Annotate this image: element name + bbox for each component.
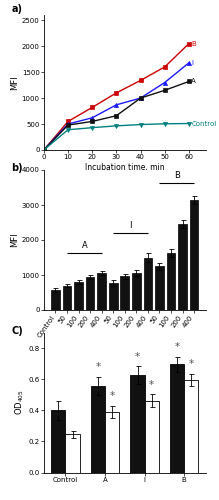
Bar	[170, 364, 184, 472]
Bar	[74, 282, 83, 310]
Y-axis label: MFI: MFI	[10, 232, 19, 248]
Y-axis label: MFI: MFI	[10, 75, 19, 90]
Bar	[105, 412, 119, 472]
Bar	[144, 258, 152, 310]
Text: B: B	[191, 40, 196, 46]
Bar	[86, 277, 94, 310]
Text: I: I	[129, 221, 132, 230]
Bar	[109, 282, 118, 310]
Text: *: *	[175, 342, 180, 352]
Bar	[155, 266, 164, 310]
Text: I: I	[191, 60, 193, 66]
Bar	[190, 200, 198, 310]
Bar	[130, 376, 145, 472]
Bar	[97, 273, 106, 310]
Bar	[167, 254, 175, 310]
Text: A: A	[81, 241, 87, 250]
Text: A: A	[191, 78, 196, 84]
Text: Control: Control	[191, 120, 217, 126]
Bar	[184, 380, 198, 472]
Text: *: *	[189, 360, 194, 370]
Text: B: B	[174, 171, 180, 180]
X-axis label: Incubation time, min: Incubation time, min	[85, 163, 165, 172]
Text: *: *	[149, 380, 154, 390]
Bar	[120, 276, 129, 310]
Bar	[145, 401, 159, 472]
Bar	[51, 290, 60, 310]
Bar	[178, 224, 187, 310]
Text: *: *	[135, 352, 140, 362]
Text: a): a)	[11, 4, 22, 14]
Bar	[63, 286, 71, 310]
Text: b): b)	[11, 163, 23, 173]
Text: *: *	[110, 392, 115, 402]
Y-axis label: OD$_{405}$: OD$_{405}$	[13, 390, 26, 415]
Bar	[65, 434, 80, 472]
Bar	[91, 386, 105, 472]
Bar	[51, 410, 65, 472]
Text: *: *	[95, 362, 101, 372]
Bar	[132, 273, 141, 310]
Text: C): C)	[11, 326, 23, 336]
